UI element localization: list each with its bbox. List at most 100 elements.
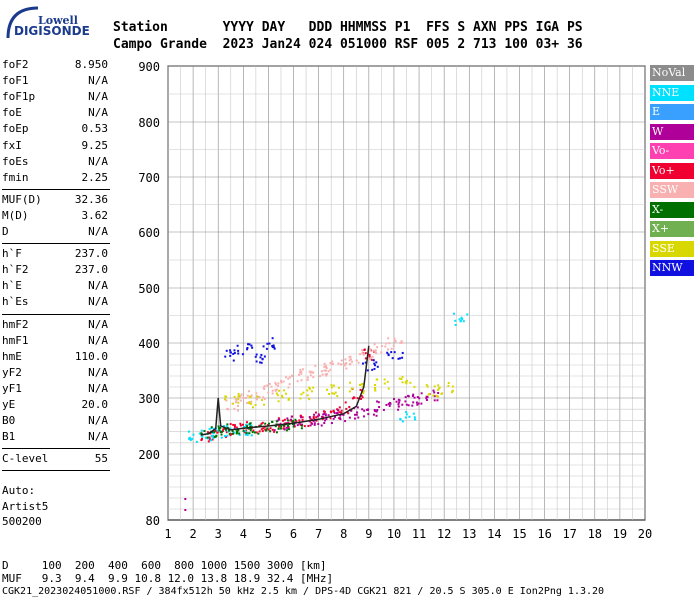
data-point bbox=[231, 430, 234, 433]
data-point bbox=[399, 418, 402, 421]
data-point bbox=[287, 419, 290, 422]
data-point bbox=[389, 402, 392, 405]
data-point bbox=[391, 357, 394, 360]
legend-item: W bbox=[650, 123, 694, 140]
data-point bbox=[312, 417, 315, 420]
data-point bbox=[413, 385, 416, 388]
data-point bbox=[288, 428, 291, 431]
data-point bbox=[296, 424, 299, 427]
data-point bbox=[278, 418, 281, 421]
data-point bbox=[277, 384, 280, 387]
data-point bbox=[275, 431, 278, 434]
data-point bbox=[309, 417, 312, 420]
logo-arc-icon bbox=[6, 6, 39, 39]
data-point bbox=[237, 352, 240, 355]
header-values: Campo Grande 2023 Jan24 024 051000 RSF 0… bbox=[113, 37, 583, 52]
data-point bbox=[364, 357, 367, 360]
data-point bbox=[201, 435, 204, 438]
data-point bbox=[301, 418, 304, 421]
data-point bbox=[246, 348, 249, 351]
y-tick-label: 700 bbox=[138, 171, 160, 185]
data-point bbox=[451, 385, 454, 388]
data-point bbox=[312, 371, 315, 374]
data-point bbox=[359, 384, 362, 387]
data-point bbox=[229, 351, 232, 354]
data-point bbox=[282, 380, 285, 383]
data-point bbox=[425, 397, 428, 400]
param-label: foF1p bbox=[2, 90, 36, 104]
x-tick-label: 13 bbox=[462, 527, 476, 541]
data-point bbox=[200, 432, 203, 435]
data-point bbox=[385, 403, 388, 406]
data-point bbox=[436, 388, 439, 391]
data-point bbox=[213, 435, 216, 438]
data-point bbox=[296, 380, 299, 383]
param-value: N/A bbox=[88, 430, 108, 444]
data-point bbox=[420, 402, 423, 405]
data-point bbox=[255, 392, 258, 395]
data-point bbox=[348, 416, 351, 419]
data-point bbox=[290, 415, 293, 418]
data-point bbox=[271, 392, 274, 395]
data-point bbox=[340, 411, 343, 414]
data-point bbox=[330, 363, 333, 366]
y-tick-label: 900 bbox=[138, 60, 160, 74]
data-point bbox=[258, 395, 261, 398]
data-point bbox=[454, 323, 457, 326]
param-row: yF2 N/A bbox=[2, 366, 108, 382]
data-point bbox=[401, 381, 404, 384]
data-point bbox=[262, 345, 265, 348]
data-point bbox=[302, 391, 305, 394]
data-point bbox=[225, 399, 228, 402]
data-point bbox=[287, 377, 290, 380]
data-point bbox=[277, 400, 280, 403]
data-point bbox=[288, 376, 291, 379]
param-row: foF1 N/A bbox=[2, 74, 108, 90]
data-point bbox=[260, 428, 263, 431]
data-point bbox=[376, 409, 379, 412]
param-value: 32.36 bbox=[74, 192, 108, 206]
data-point bbox=[322, 416, 325, 419]
data-point bbox=[259, 424, 262, 427]
data-point bbox=[405, 403, 408, 406]
data-point bbox=[324, 413, 327, 416]
param-label: h`E bbox=[2, 279, 22, 293]
data-point bbox=[408, 415, 411, 418]
param-value: 110.0 bbox=[74, 349, 108, 363]
data-point bbox=[279, 422, 282, 425]
data-point bbox=[191, 437, 194, 440]
data-point bbox=[372, 359, 375, 362]
data-point bbox=[382, 408, 385, 411]
data-point bbox=[233, 395, 236, 398]
data-point bbox=[288, 383, 291, 386]
data-point bbox=[285, 429, 288, 432]
data-point bbox=[246, 434, 249, 437]
data-point bbox=[331, 362, 334, 365]
data-point bbox=[264, 422, 267, 425]
data-point bbox=[292, 423, 295, 426]
data-point bbox=[239, 422, 242, 425]
data-point bbox=[401, 420, 404, 423]
data-point bbox=[300, 424, 303, 427]
param-value: N/A bbox=[88, 365, 108, 379]
data-point bbox=[404, 381, 407, 384]
data-point bbox=[380, 345, 383, 348]
data-point bbox=[350, 409, 353, 412]
data-point bbox=[324, 366, 327, 369]
data-point bbox=[250, 434, 253, 437]
data-point bbox=[245, 425, 248, 428]
param-label: foF2 bbox=[2, 58, 29, 71]
data-point bbox=[266, 424, 269, 427]
data-point bbox=[309, 371, 312, 374]
data-point bbox=[347, 412, 350, 415]
data-point bbox=[226, 407, 229, 410]
data-point bbox=[308, 416, 311, 419]
data-point bbox=[239, 399, 242, 402]
data-point bbox=[386, 380, 389, 383]
x-tick-label: 3 bbox=[215, 527, 222, 541]
param-value: 3.62 bbox=[81, 208, 109, 222]
data-point bbox=[404, 400, 407, 403]
data-point bbox=[416, 403, 419, 406]
data-point bbox=[451, 391, 454, 394]
param-label: yF2 bbox=[2, 365, 22, 379]
